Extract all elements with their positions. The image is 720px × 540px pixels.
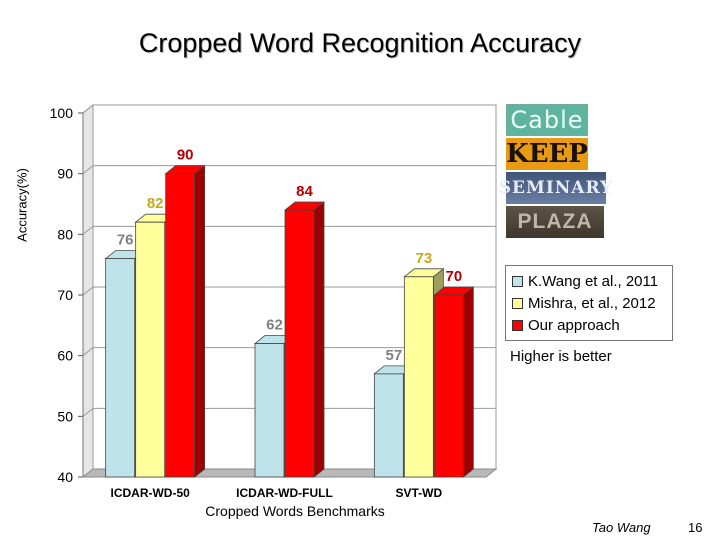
bar-mishra-et-al-2012-0 [135, 221, 166, 478]
legend-entry-mishra: Mishra, et al., 2012 [512, 292, 666, 314]
bar-k-wang-et-al-2011-1 [254, 343, 285, 478]
chart-title: Cropped Word Recognition Accuracy [138, 28, 582, 58]
y-tick-label: 60 [57, 348, 73, 364]
word-image-keep: KEEP [506, 138, 588, 170]
legend-label-mishra: Mishra, et al., 2012 [528, 294, 656, 312]
bar-k-wang-et-al-2011-2 [373, 373, 404, 478]
y-tick-label: 90 [57, 166, 73, 182]
x-tick-label: ICDAR-WD-FULL [236, 486, 333, 500]
x-axis-label: Cropped Words Benchmarks [205, 503, 385, 519]
higher-is-better-note: Higher is better [510, 348, 612, 365]
data-label-k-wang-et-al-2011-1: 62 [266, 317, 283, 334]
bar-side-our-approach-2 [462, 286, 474, 478]
legend-swatch-kwang [512, 275, 523, 287]
word-image-seminary: SEMINARY [499, 172, 612, 204]
word-image-samples: Cable KEEP SEMINARY PLAZA [499, 104, 612, 240]
legend-label-kwang: K.Wang et al., 2011 [528, 272, 659, 290]
data-label-mishra-et-al-2012-2: 73 [415, 250, 432, 267]
y-tick-label: 50 [57, 408, 73, 424]
data-label-k-wang-et-al-2011-0: 76 [117, 232, 134, 249]
gridline-side [82, 225, 94, 235]
gridline-side [82, 407, 94, 417]
y-tick-label: 40 [57, 469, 73, 485]
bar-side-our-approach-0 [194, 164, 206, 478]
bar-k-wang-et-al-2011-0 [105, 258, 136, 478]
bar-our-approach-1 [284, 209, 315, 478]
y-tick-label: 80 [57, 226, 73, 242]
data-label-our-approach-2: 70 [445, 268, 462, 285]
gridline-side [82, 286, 94, 296]
word-image-cable: Cable [506, 104, 588, 136]
data-label-mishra-et-al-2012-0: 82 [147, 195, 164, 212]
legend-swatch-ours [512, 319, 523, 331]
legend-label-ours: Our approach [528, 316, 620, 334]
gridline-side [82, 347, 94, 357]
bar-our-approach-0 [165, 173, 196, 478]
bar-our-approach-2 [433, 294, 464, 478]
data-label-our-approach-0: 90 [177, 147, 194, 164]
legend-entry-kwang: K.Wang et al., 2011 [512, 270, 666, 292]
bar-side-our-approach-1 [313, 201, 325, 478]
x-tick-label: ICDAR-WD-50 [110, 486, 190, 500]
y-tick-label: 70 [57, 287, 73, 303]
bar-mishra-et-al-2012-2 [403, 276, 434, 478]
data-label-k-wang-et-al-2011-2: 57 [385, 347, 402, 364]
chart-legend: K.Wang et al., 2011 Mishra, et al., 2012… [505, 265, 673, 341]
word-image-plaza: PLAZA [506, 206, 604, 238]
gridline-side [82, 165, 94, 175]
legend-entry-ours: Our approach [512, 314, 666, 336]
x-tick-label: SVT-WD [395, 486, 442, 500]
legend-swatch-mishra [512, 297, 523, 309]
data-label-our-approach-1: 84 [296, 183, 313, 200]
gridline-side [82, 104, 94, 114]
page-number: 16 [688, 520, 703, 535]
y-tick-label: 100 [50, 105, 74, 121]
author-name: Tao Wang [592, 520, 651, 535]
